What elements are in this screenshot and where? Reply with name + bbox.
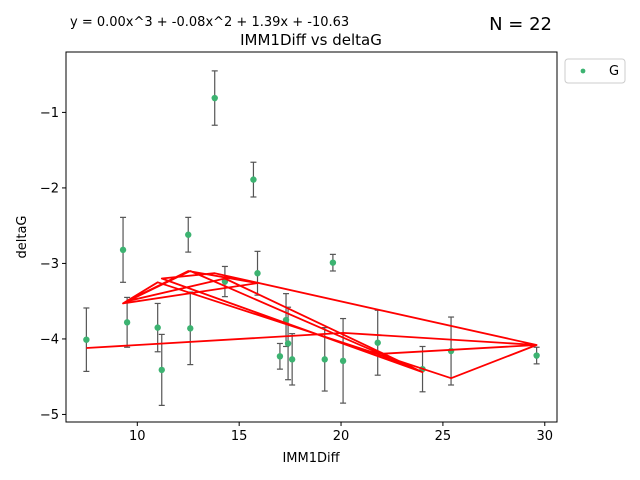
y-tick-label: −1 [40,106,59,121]
y-tick-label: −3 [40,257,59,272]
data-point [187,325,194,332]
data-point [123,319,131,326]
data-point [185,231,192,238]
x-axis: 10 15 20 25 30 [129,422,553,444]
legend: G [564,58,626,84]
data-point [329,259,337,266]
legend-marker [580,68,586,74]
x-tick-label: 20 [333,429,350,444]
axes-frame [65,51,558,423]
chart-title: IMM1Diff vs deltaG [240,31,382,49]
y-axis-label: deltaG [15,216,30,259]
data-point [447,347,455,355]
data-point [533,352,540,359]
data-point [250,176,257,183]
legend-box [564,58,626,84]
y-tick-label: −5 [40,408,59,423]
data-point [284,340,292,347]
fit-curve [86,270,538,380]
sample-count: N = 22 [489,14,552,35]
legend-label: G [609,64,619,79]
data-point [158,366,165,374]
y-tick-label: −4 [40,332,59,347]
data-point [374,339,381,346]
y-tick-label: −2 [40,181,59,196]
plot-area [83,70,540,406]
data-point [254,270,261,277]
data-point [288,356,296,363]
x-tick-label: 25 [435,429,452,444]
y-axis: −1 −2 −3 −4 −5 [40,106,66,423]
x-tick-label: 10 [129,429,146,444]
x-tick-label: 30 [537,429,554,444]
data-point [211,94,218,102]
data-point [154,324,161,331]
data-point [119,246,127,254]
fit-equation: y = 0.00x^3 + -0.08x^2 + 1.39x + -10.63 [70,15,349,30]
data-point [83,336,90,343]
x-tick-label: 15 [231,429,248,444]
x-axis-label: IMM1Diff [282,451,340,466]
data-point [339,357,347,365]
data-point [276,353,284,360]
data-point [321,356,328,363]
